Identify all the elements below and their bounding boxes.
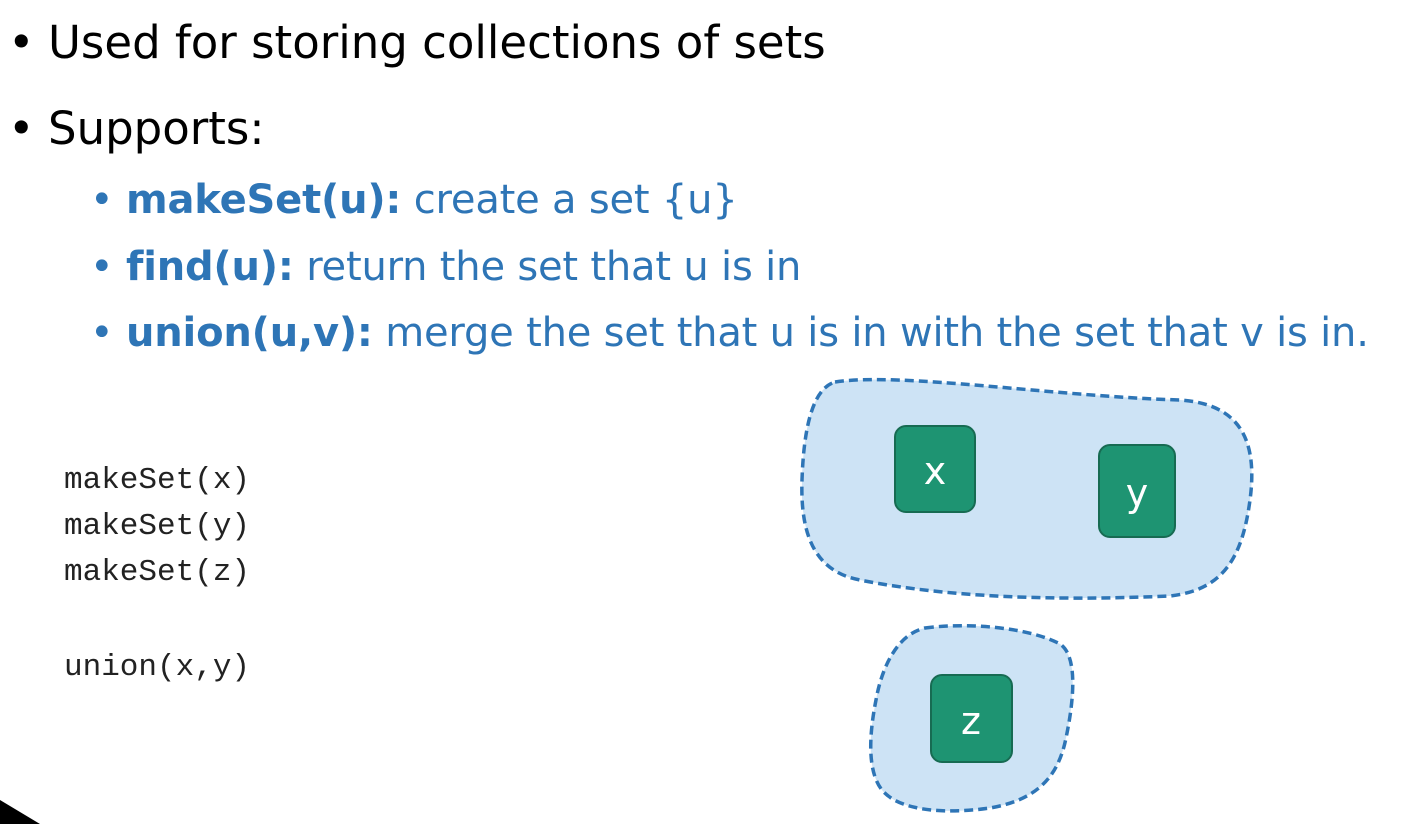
operation-name: find(u): [126,244,294,290]
node-z-label: z [961,699,981,743]
bullet-text: Supports: [48,102,265,155]
bullet-supports: • Supports: [8,106,265,151]
node-y-label: y [1126,471,1149,515]
set-xy-blob [800,377,1254,600]
operation-name: union(u,v): [126,310,373,356]
bullet-dot: • [8,102,35,155]
bullet-storing-collections: • Used for storing collections of sets [8,20,826,65]
bullet-dot: • [8,16,35,69]
node-z: z [930,674,1013,763]
node-x-label: x [924,449,947,493]
node-y: y [1098,444,1176,538]
operation-union: • union(u,v): merge the set that u is in … [90,313,1369,353]
code-line-makeset-x: makeSet(x) [64,463,251,498]
operation-description: return the set that u is in [306,244,802,290]
code-line-union: union(x,y) [64,650,251,685]
code-line-makeset-z: makeSet(z) [64,555,251,590]
code-block: makeSet(x) makeSet(y) makeSet(z) union(x,y) [64,458,250,691]
operation-makeset: • makeSet(u): create a set {u} [90,180,738,220]
operation-description: create a set {u} [413,177,738,223]
sub-bullet-dot: • [90,244,114,290]
bullet-text: Used for storing collections of sets [48,16,826,69]
operation-find: • find(u): return the set that u is in [90,247,801,287]
slide-corner-arrow-icon [0,800,40,824]
operation-description: merge the set that u is in with the set … [385,310,1369,356]
node-x: x [894,425,976,513]
code-line-makeset-y: makeSet(y) [64,509,251,544]
operation-name: makeSet(u): [126,177,402,223]
sub-bullet-dot: • [90,177,114,223]
sub-bullet-dot: • [90,310,114,356]
